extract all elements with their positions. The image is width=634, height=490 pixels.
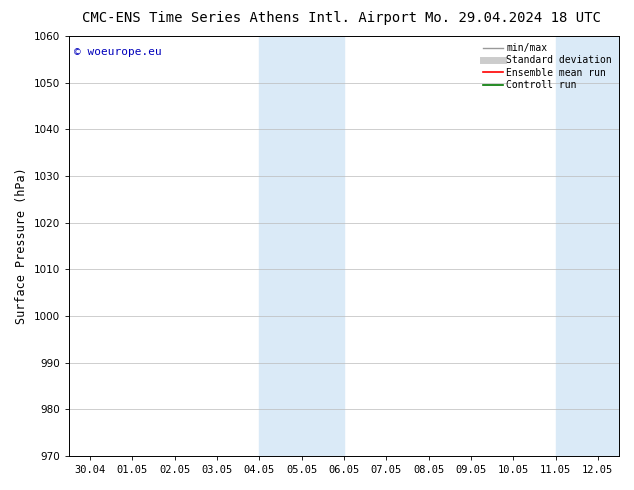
Text: CMC-ENS Time Series Athens Intl. Airport: CMC-ENS Time Series Athens Intl. Airport bbox=[82, 11, 417, 25]
Legend: min/max, Standard deviation, Ensemble mean run, Controll run: min/max, Standard deviation, Ensemble me… bbox=[481, 41, 614, 92]
Bar bbox=[259, 36, 344, 456]
Y-axis label: Surface Pressure (hPa): Surface Pressure (hPa) bbox=[15, 168, 28, 324]
Text: Mo. 29.04.2024 18 UTC: Mo. 29.04.2024 18 UTC bbox=[425, 11, 600, 25]
Text: © woeurope.eu: © woeurope.eu bbox=[74, 47, 162, 57]
Bar bbox=[555, 36, 634, 456]
